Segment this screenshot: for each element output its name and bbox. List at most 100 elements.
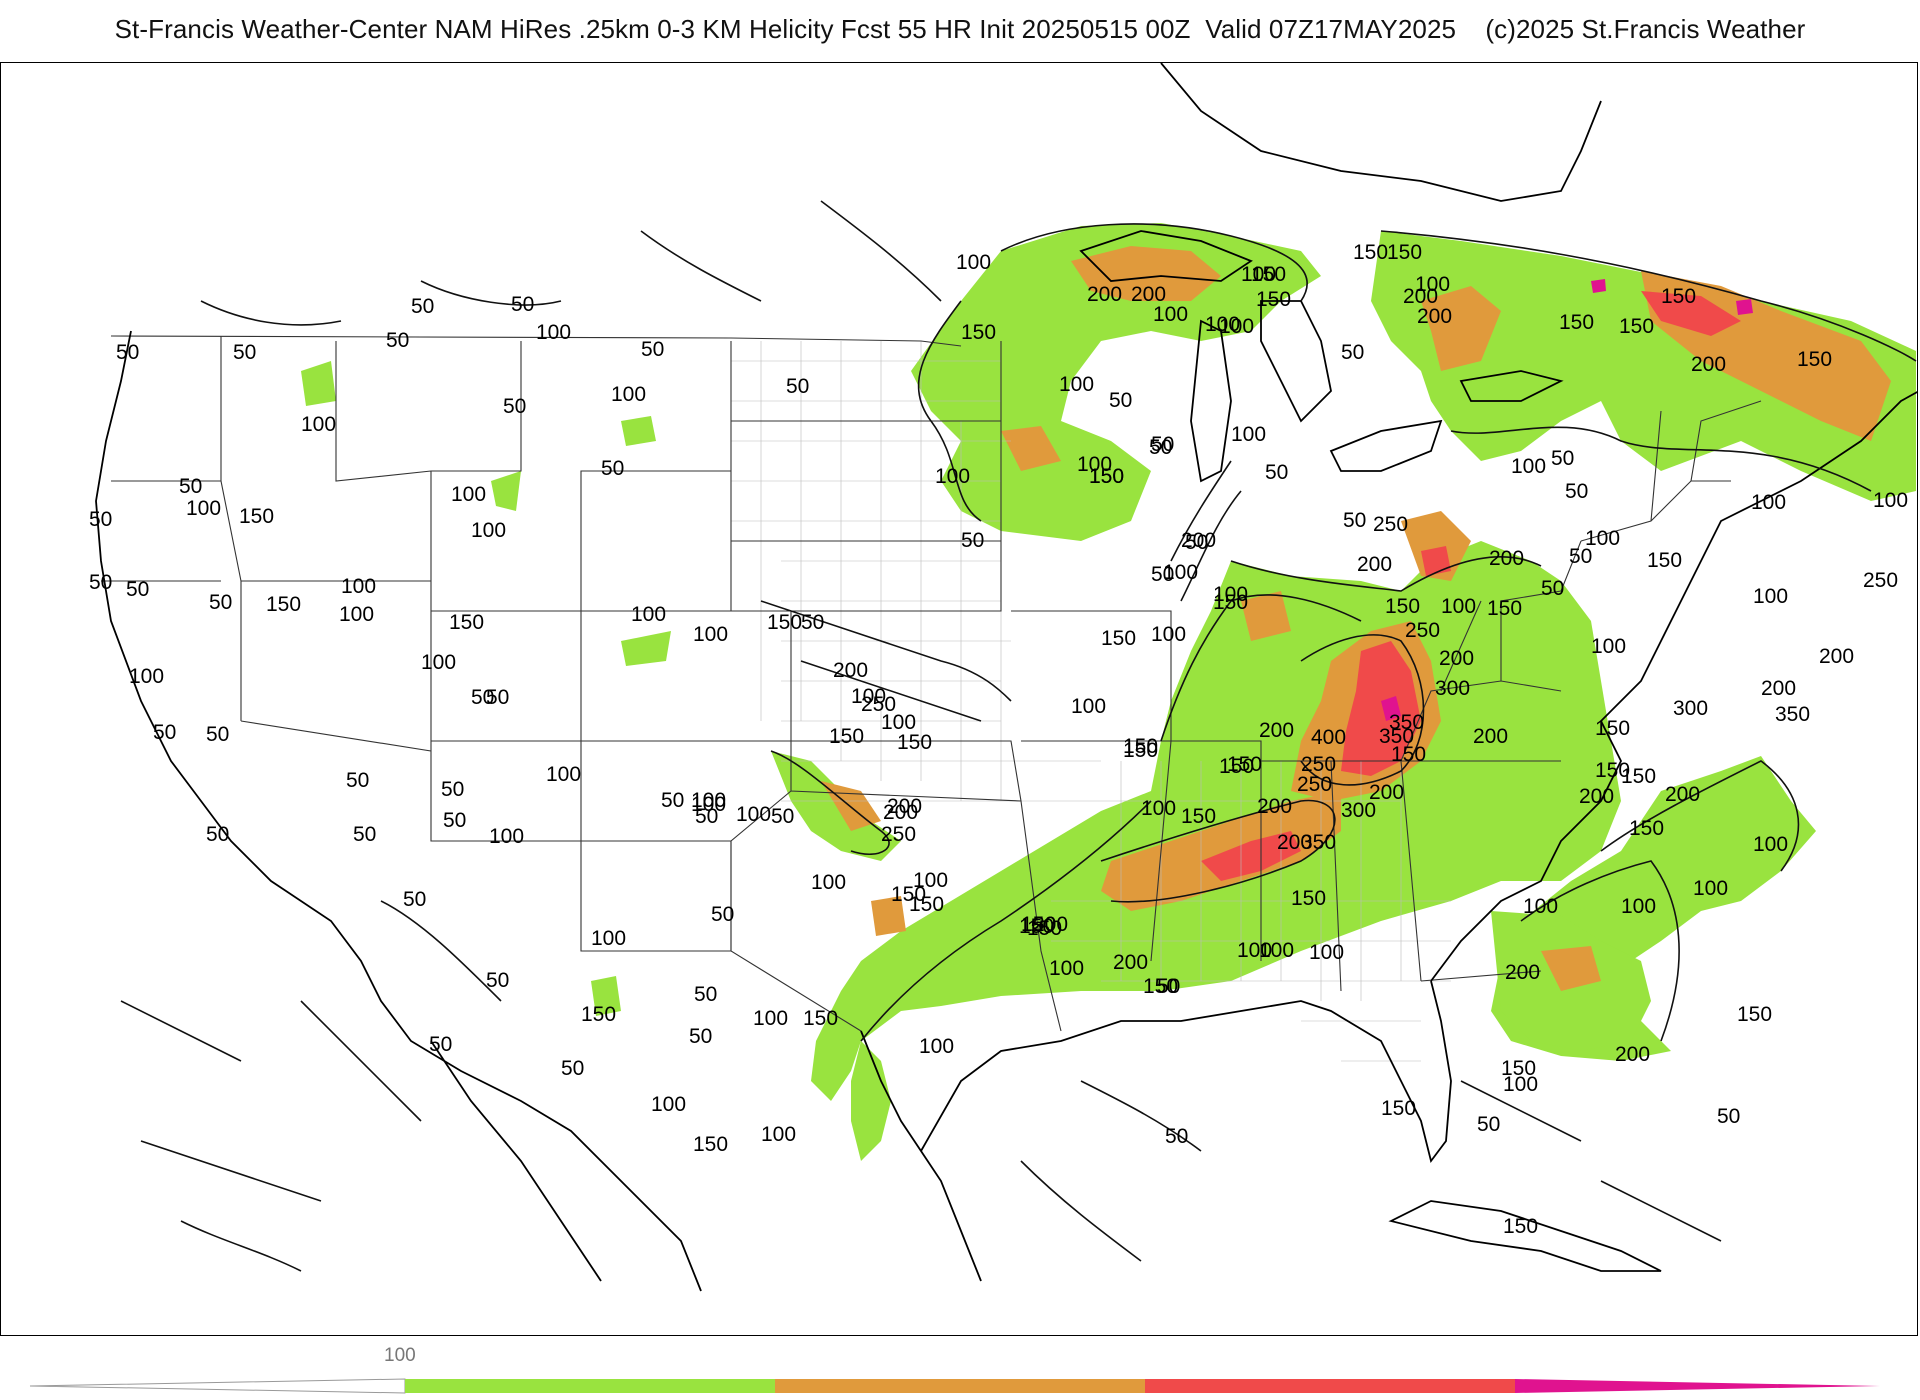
- contour-label: 50: [206, 823, 229, 846]
- fill-band-100-150: [491, 471, 521, 511]
- contour-label: 100: [1503, 1073, 1538, 1096]
- contour-lines-layer: [120, 200, 1917, 1272]
- contour-label: 100: [1693, 877, 1728, 900]
- contour-label: 50: [695, 805, 718, 828]
- contour-label: 50: [233, 341, 256, 364]
- contour-label: 100: [1049, 957, 1084, 980]
- contour-label: 50: [786, 375, 809, 398]
- contour-label: 100: [1621, 895, 1656, 918]
- colorbar-band-150-250: [775, 1379, 1145, 1393]
- contour-label: 100: [421, 651, 456, 674]
- contour-label: 150: [1737, 1003, 1772, 1026]
- helicity-map: 100 50 50 100 50 50 50 50 100 50 100 50 …: [89, 63, 1917, 1292]
- contour-label: 50: [206, 723, 229, 746]
- contour-label: 50: [411, 295, 434, 318]
- contour-label: 50: [801, 611, 824, 634]
- contour-label: 200: [1257, 795, 1292, 818]
- contour-label: 100: [339, 603, 374, 626]
- contour-label: 350: [1301, 831, 1336, 854]
- fill-band-350-plus: [1591, 279, 1606, 293]
- contour-label: 50: [961, 529, 984, 552]
- contour-label: 200: [1113, 951, 1148, 974]
- contour-label: 200: [1131, 283, 1166, 306]
- contour-label: 100: [691, 793, 726, 816]
- contour-label: 50: [126, 578, 149, 601]
- contour-label: 150: [1089, 465, 1124, 488]
- contour-label: 150: [1381, 1097, 1416, 1120]
- contour-label: 350: [1379, 725, 1414, 748]
- contour-label: 200: [1369, 781, 1404, 804]
- contour-label: 200: [887, 795, 922, 818]
- contour-label: 100: [1219, 315, 1254, 338]
- contour-label: 50: [153, 721, 176, 744]
- contour-label: 150: [829, 725, 864, 748]
- contour-label: 150: [1595, 717, 1630, 740]
- contour-label: 100: [1753, 585, 1788, 608]
- contour-label: 150: [581, 1003, 616, 1026]
- contour-label: 100: [1071, 695, 1106, 718]
- contour-label: 150: [693, 1133, 728, 1156]
- contour-label: 50: [1551, 447, 1574, 470]
- contour-label: 100: [1511, 455, 1546, 478]
- contour-label: 150: [1661, 285, 1696, 308]
- contour-label: 100: [631, 603, 666, 626]
- contour-label: 100: [1231, 423, 1266, 446]
- contour-label: 100: [186, 497, 221, 520]
- contour-label: 200: [1489, 547, 1524, 570]
- contour-label: 50: [694, 983, 717, 1006]
- contour-label: 100: [1873, 489, 1908, 512]
- contour-label: 250: [1405, 619, 1440, 642]
- contour-label: 100: [1213, 583, 1248, 606]
- fill-band-150-250: [1071, 246, 1221, 301]
- contour-label: 50: [179, 475, 202, 498]
- contour-label: 300: [1673, 697, 1708, 720]
- contour-label: 100: [1441, 595, 1476, 618]
- contour-label: 100: [1151, 623, 1186, 646]
- contour-label: 100: [651, 1093, 686, 1116]
- contour-label: 100: [1077, 453, 1112, 476]
- contour-label: 50: [1341, 341, 1364, 364]
- contour-label: 200: [1357, 553, 1392, 576]
- contour-label: 150: [767, 611, 802, 634]
- contour-label: 100: [1237, 939, 1272, 962]
- contour-label: 150: [1251, 263, 1286, 286]
- contour-label: 100: [693, 623, 728, 646]
- contour-label: 150: [1503, 1215, 1538, 1238]
- contour-label: 100: [1141, 797, 1176, 820]
- contour-label: 150: [1019, 915, 1054, 938]
- contour-label: 200: [1259, 719, 1294, 742]
- contour-label: 150: [961, 321, 996, 344]
- map-frame: 100 50 50 100 50 50 50 50 100 50 100 50 …: [0, 62, 1918, 1336]
- contour-label: 100: [811, 871, 846, 894]
- contour-label: 150: [1101, 627, 1136, 650]
- contour-label: 50: [346, 769, 369, 792]
- fill-band-250-350: [1341, 641, 1421, 776]
- fill-band-100-150: [591, 976, 621, 1016]
- contour-label: 50: [353, 823, 376, 846]
- contour-label: 50: [771, 805, 794, 828]
- contour-label: 300: [1341, 799, 1376, 822]
- contour-label: 100: [451, 483, 486, 506]
- contour-label: 400: [1311, 726, 1346, 749]
- fill-band-100-150: [621, 631, 671, 666]
- colorbar: [29, 1378, 1880, 1394]
- contour-label: 100: [736, 803, 771, 826]
- contour-label: 200: [1691, 353, 1726, 376]
- fill-band-350-plus: [1381, 696, 1401, 721]
- colorbar-white-taper: [29, 1378, 406, 1394]
- contour-label: 150: [909, 893, 944, 916]
- state-boundaries-layer: [101, 335, 1762, 1032]
- contour-label: 150: [1595, 759, 1630, 782]
- contour-label: 50: [1541, 577, 1564, 600]
- contour-label: 150: [1621, 765, 1656, 788]
- contour-label: 100: [129, 665, 164, 688]
- contour-label: 50: [486, 686, 509, 709]
- contour-label: 50: [1477, 1113, 1500, 1136]
- contour-label: 50: [511, 293, 534, 316]
- contour-label: 150: [1123, 735, 1158, 758]
- fill-band-150-250: [1421, 286, 1501, 371]
- contour-label: 50: [386, 329, 409, 352]
- contour-label: 150: [1123, 739, 1158, 762]
- contour-label: 50: [1265, 461, 1288, 484]
- contour-label: 100: [1163, 561, 1198, 584]
